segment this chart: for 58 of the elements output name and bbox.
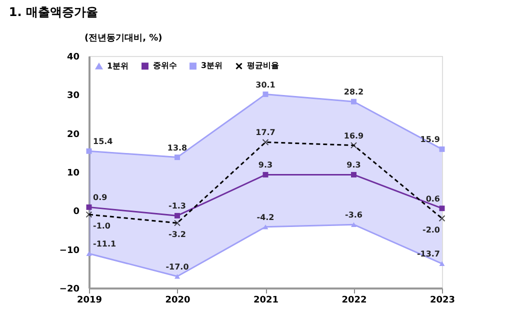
x-tick-label: 2020 xyxy=(165,296,190,306)
data-label: -11.1 xyxy=(93,240,116,249)
point xyxy=(262,172,268,178)
point xyxy=(174,154,180,160)
point xyxy=(439,206,445,212)
data-label: -1.3 xyxy=(168,202,186,211)
point xyxy=(262,224,268,230)
point xyxy=(174,220,180,226)
chart-title: 1. 매출액증가율 xyxy=(8,5,98,19)
y-tick-label: 10 xyxy=(66,168,80,178)
data-label: -3.6 xyxy=(345,210,363,220)
x-tick-label: 2021 xyxy=(253,296,279,306)
legend-label: 1분위 xyxy=(107,61,129,70)
point xyxy=(86,251,92,256)
data-label: 0.6 xyxy=(426,194,440,204)
point xyxy=(86,204,92,210)
data-label: 15.9 xyxy=(420,135,440,144)
legend-label: 중위수 xyxy=(153,61,177,70)
point xyxy=(262,92,268,98)
data-label: 9.3 xyxy=(258,160,273,170)
point xyxy=(86,148,92,154)
x-tick-label: 2019 xyxy=(76,296,102,306)
data-label: 13.8 xyxy=(167,143,188,152)
x-tick-label: 2023 xyxy=(430,296,456,306)
point xyxy=(174,212,180,218)
data-label: -13.7 xyxy=(416,250,440,259)
y-tick-label: −20 xyxy=(59,284,80,294)
legend-label: 평균비율 xyxy=(247,61,279,70)
data-label: 0.9 xyxy=(93,193,108,202)
point xyxy=(439,146,445,152)
point xyxy=(351,98,356,104)
y-tick-label: 0 xyxy=(73,207,80,218)
data-label: 30.1 xyxy=(256,80,276,90)
point xyxy=(438,215,446,222)
y-tick-label: −10 xyxy=(59,246,80,256)
legend-label: 3분위 xyxy=(201,61,223,70)
data-label: -3.2 xyxy=(168,230,186,240)
data-label: 16.9 xyxy=(344,131,364,140)
point xyxy=(174,274,180,279)
point xyxy=(351,172,356,178)
data-label: -17.0 xyxy=(166,262,190,272)
data-label: -1.0 xyxy=(93,222,111,231)
point xyxy=(350,142,357,149)
y-tick-label: 40 xyxy=(66,52,80,62)
data-label: -2.0 xyxy=(422,225,440,234)
y-tick-label: 20 xyxy=(66,130,80,140)
point xyxy=(351,222,356,227)
point xyxy=(262,138,269,146)
x-tick-label: 2022 xyxy=(342,296,367,306)
point xyxy=(86,211,92,218)
data-label: 28.2 xyxy=(344,88,364,97)
y-axis-title: (전년동기대비, %) xyxy=(84,34,162,44)
point xyxy=(439,261,445,266)
y-tick-label: 30 xyxy=(66,91,80,102)
data-label: 9.3 xyxy=(346,160,361,170)
data-label: 17.7 xyxy=(256,128,276,138)
data-label: 15.4 xyxy=(93,137,114,146)
data-label: -4.2 xyxy=(256,212,274,222)
